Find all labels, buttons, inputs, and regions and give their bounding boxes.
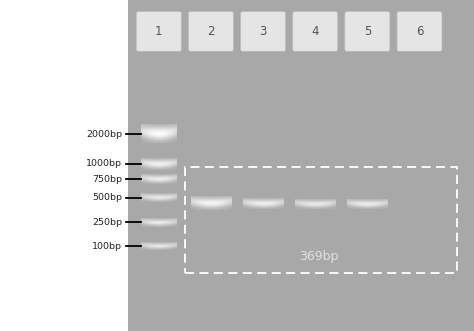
Bar	[0, 0, 128, 331]
Text: 500bp: 500bp	[92, 193, 122, 203]
FancyBboxPatch shape	[345, 12, 390, 51]
Text: 2: 2	[207, 25, 215, 38]
FancyBboxPatch shape	[137, 12, 182, 51]
Text: 369bp: 369bp	[299, 250, 338, 263]
FancyBboxPatch shape	[241, 12, 285, 51]
Text: 3: 3	[259, 25, 267, 38]
Text: 750bp: 750bp	[92, 175, 122, 184]
Text: 250bp: 250bp	[92, 218, 122, 227]
FancyBboxPatch shape	[189, 12, 233, 51]
Bar	[185, 167, 457, 273]
Text: 1000bp: 1000bp	[86, 159, 122, 168]
FancyBboxPatch shape	[293, 12, 337, 51]
Text: 1: 1	[155, 25, 163, 38]
Text: 4: 4	[311, 25, 319, 38]
Text: 100bp: 100bp	[92, 242, 122, 251]
FancyBboxPatch shape	[397, 12, 442, 51]
Text: 5: 5	[364, 25, 371, 38]
Text: 6: 6	[416, 25, 423, 38]
Text: 2000bp: 2000bp	[86, 129, 122, 139]
